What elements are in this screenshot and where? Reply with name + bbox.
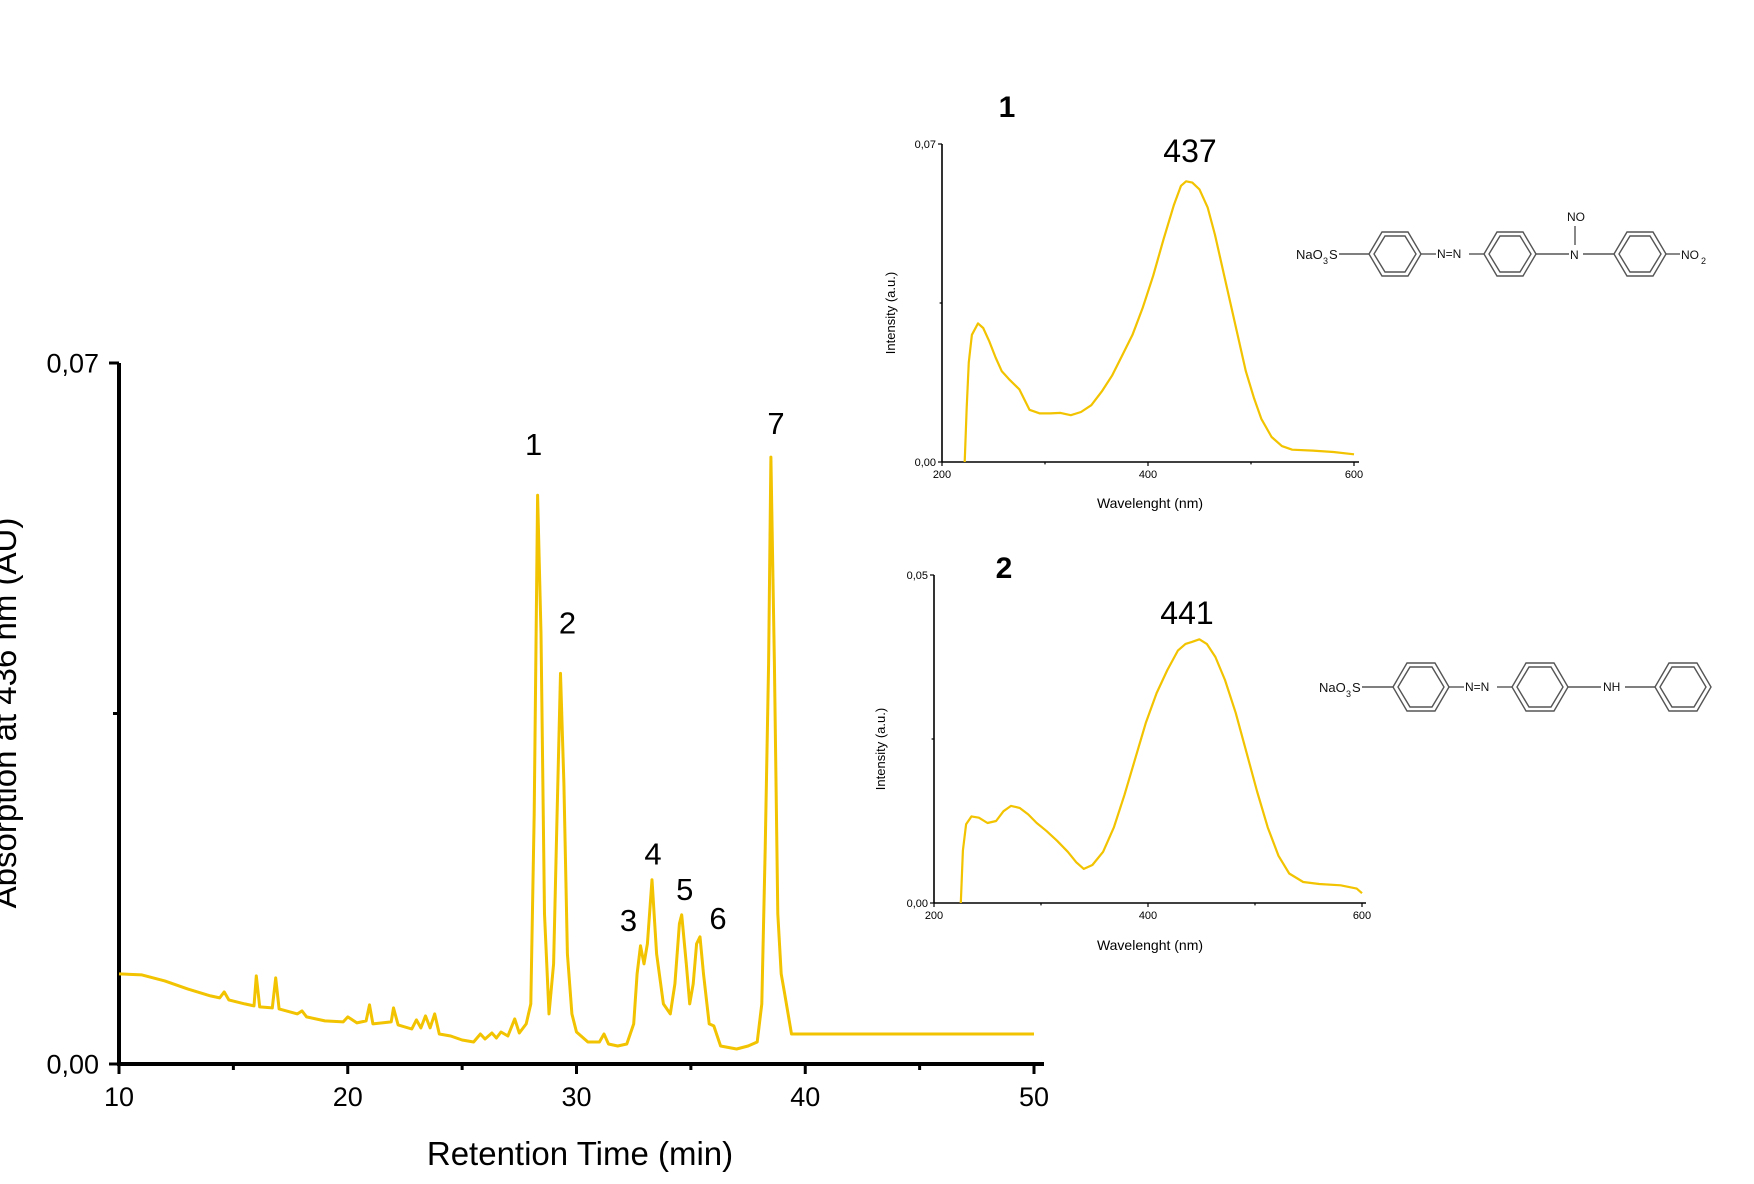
peak-label-6: 6 (709, 901, 726, 936)
inset2-x-tick-label-1: 400 (1139, 910, 1157, 922)
struct2-ring-2 (1511, 662, 1569, 712)
chemical-structure-2: NaO 3 S N=N NH (1319, 662, 1712, 712)
struct1-ring-3 (1613, 231, 1667, 277)
struct2-ring-1 (1392, 662, 1450, 712)
struct2-azo: N=N (1465, 680, 1489, 694)
main_chart-y-tick-label-0: 0,00 (46, 1049, 99, 1079)
struct2-nao: NaO (1319, 680, 1346, 695)
main-y-ticks: 0,00 0,07 (46, 348, 119, 1079)
peak-label-2: 2 (559, 605, 576, 640)
inset2-peak-label: 441 (1160, 595, 1213, 631)
main-y-label: Absorption at 436 nm (AU) (0, 518, 23, 909)
main_chart-y-tick-label-1: 0,07 (46, 348, 99, 378)
main_chart-x-tick-label-1: 20 (333, 1082, 363, 1112)
inset1-x-label: Wavelenght (nm) (1097, 495, 1203, 511)
inset1-y-tick-label-0: 0,00 (915, 457, 936, 469)
main_chart-x-tick-label-2: 30 (561, 1082, 591, 1112)
inset1-y-tick-label-1: 0,07 (915, 139, 936, 151)
inset2-y-tick-label-1: 0,05 (907, 570, 928, 582)
struct1-no2: NO (1681, 248, 1699, 262)
struct2-sub3: 3 (1346, 689, 1351, 699)
inset1-peak-label: 437 (1163, 133, 1216, 169)
peak-label-7: 7 (767, 406, 784, 441)
inset1-x-tick-label-1: 400 (1139, 469, 1157, 481)
inset2-x-label: Wavelenght (nm) (1097, 937, 1203, 953)
struct2-ring-3 (1654, 662, 1712, 712)
inset2-x-tick-label-2: 600 (1353, 910, 1371, 922)
struct1-azo: N=N (1437, 247, 1461, 261)
main-x-ticks: 10 20 30 40 50 (104, 1064, 1049, 1112)
struct1-ring-2 (1483, 231, 1537, 277)
inset2-y-tick-label-0: 0,00 (907, 898, 928, 910)
main-chromatogram-line (118, 455, 1034, 1051)
struct1-n: N (1570, 248, 1579, 262)
struct2-s: S (1352, 680, 1361, 695)
peak-label-4: 4 (644, 837, 661, 872)
struct1-nao: NaO (1296, 247, 1323, 262)
chemical-structure-1: NaO 3 S N=N NO N NO 2 (1296, 210, 1706, 277)
struct1-sub3: 3 (1323, 256, 1328, 266)
inset1-spectrum-line (963, 180, 1355, 463)
inset-spectrum-2: 2 441 200 400 600 0,00 0,05 Wavelenght (nm)… (873, 552, 1371, 953)
inset2-y-label: Intensity (a.u.) (873, 708, 888, 790)
inset1-x-ticks: 200 400 600 (933, 462, 1363, 481)
main_chart-x-tick-label-3: 40 (790, 1082, 820, 1112)
main-x-label: Retention Time (min) (427, 1135, 733, 1172)
inset-spectrum-1: 1 437 200 400 600 0,00 0,07 Wavelenght (nm)… (883, 91, 1363, 511)
struct1-ring-1 (1368, 231, 1422, 277)
peak-label-3: 3 (620, 903, 637, 938)
struct1-s: S (1329, 247, 1338, 262)
peak-label-1: 1 (525, 427, 542, 462)
struct1-no-top: NO (1567, 210, 1585, 224)
inset2-x-ticks: 200 400 600 (925, 903, 1371, 922)
inset1-y-ticks: 0,00 0,07 (915, 139, 942, 469)
inset2-number: 2 (996, 552, 1013, 585)
main_chart-x-tick-label-4: 50 (1019, 1082, 1049, 1112)
inset1-y-label: Intensity (a.u.) (883, 272, 898, 354)
struct2-nh: NH (1603, 680, 1620, 694)
inset1-x-tick-label-0: 200 (933, 469, 951, 481)
inset2-x-tick-label-0: 200 (925, 910, 943, 922)
peak-label-5: 5 (676, 872, 693, 907)
inset1-number: 1 (999, 91, 1016, 124)
inset2-y-ticks: 0,00 0,05 (907, 570, 934, 910)
inset2-spectrum-line (959, 638, 1363, 904)
main_chart-x-tick-label-0: 10 (104, 1082, 134, 1112)
inset1-x-tick-label-2: 600 (1345, 469, 1363, 481)
struct1-sub2: 2 (1701, 256, 1706, 266)
